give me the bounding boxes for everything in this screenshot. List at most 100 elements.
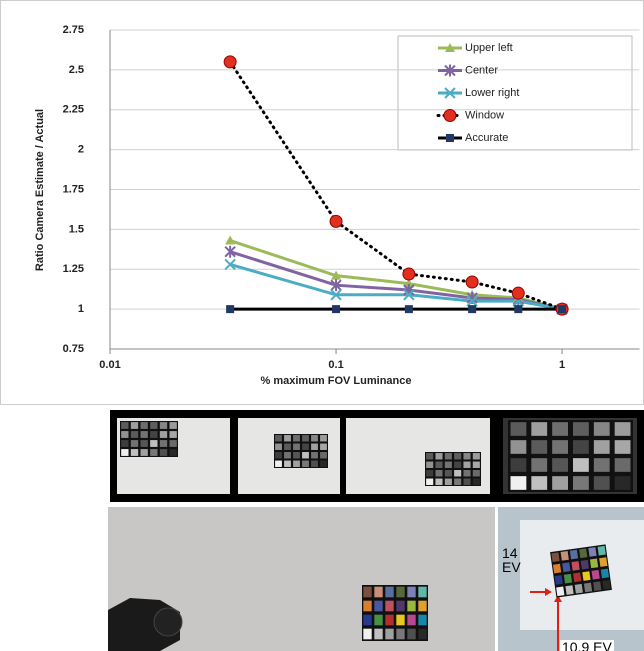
legend-label: Lower right bbox=[465, 87, 519, 99]
checker-patch bbox=[140, 449, 148, 456]
checker-patch bbox=[159, 422, 168, 429]
checker-patch bbox=[426, 453, 434, 460]
marker bbox=[403, 278, 414, 288]
checker-patch bbox=[426, 470, 434, 477]
checker-patch bbox=[435, 461, 443, 468]
checker-patch bbox=[531, 440, 548, 454]
checker-patch bbox=[302, 452, 309, 459]
checker-patch bbox=[302, 460, 309, 467]
checker-patch bbox=[426, 478, 434, 485]
checker-patch bbox=[571, 561, 580, 571]
checker-patch bbox=[159, 440, 168, 447]
checker-patch bbox=[159, 449, 168, 456]
checker-patch bbox=[121, 449, 129, 456]
checker-patch bbox=[565, 585, 574, 595]
checker-patch bbox=[396, 600, 405, 612]
checker-patch bbox=[374, 628, 383, 640]
checker-patch bbox=[150, 440, 158, 447]
checker-patch bbox=[551, 552, 560, 562]
y-tick-label: 2.75 bbox=[63, 24, 84, 36]
checker-patch bbox=[396, 614, 405, 626]
marker bbox=[402, 267, 416, 281]
legend-label: Center bbox=[465, 64, 498, 76]
checker-patch bbox=[444, 470, 452, 477]
y-tick-label: 1.75 bbox=[63, 183, 84, 195]
checker-patch bbox=[130, 449, 139, 456]
checker-patch bbox=[293, 460, 300, 467]
marker bbox=[331, 270, 342, 280]
checker-patch bbox=[599, 557, 608, 567]
marker bbox=[224, 245, 236, 258]
checker-frame bbox=[425, 452, 481, 486]
checker-patch bbox=[531, 422, 548, 436]
checker-patch bbox=[593, 440, 610, 454]
checker-patch bbox=[552, 422, 568, 436]
checker-patch bbox=[374, 600, 383, 612]
marker bbox=[446, 134, 454, 142]
checker-patch bbox=[426, 461, 434, 468]
checker-patch bbox=[150, 449, 158, 456]
checker-patch bbox=[510, 458, 527, 472]
checker-patch bbox=[472, 478, 480, 485]
checker-patch bbox=[121, 440, 129, 447]
x-axis-label: % maximum FOV Luminance bbox=[261, 375, 412, 387]
checker-patch bbox=[363, 614, 372, 626]
marker bbox=[225, 235, 236, 245]
checker-patch bbox=[385, 628, 394, 640]
y-axis-label: Ratio Camera Estimate / Actual bbox=[34, 109, 46, 271]
checker-patch bbox=[435, 453, 443, 460]
x-tick-label: 0.1 bbox=[328, 359, 343, 371]
checker-patch bbox=[385, 586, 394, 598]
checker-patch bbox=[293, 452, 300, 459]
marker bbox=[465, 275, 479, 289]
checker-patch bbox=[150, 422, 158, 429]
checker-frame bbox=[508, 420, 633, 492]
marker bbox=[226, 305, 235, 314]
checker-patch bbox=[614, 440, 631, 454]
checker-patch bbox=[159, 431, 168, 438]
marker bbox=[468, 305, 477, 314]
legend-label: Upper left bbox=[465, 42, 513, 54]
y-tick-label: 1.5 bbox=[69, 223, 84, 235]
checker-patch bbox=[614, 422, 631, 436]
checker-patch bbox=[593, 581, 602, 591]
checker-patch bbox=[444, 478, 452, 485]
checker-patch bbox=[552, 458, 568, 472]
checker-patch bbox=[472, 453, 480, 460]
marker bbox=[404, 305, 413, 314]
x-tick-label: 0.01 bbox=[99, 359, 120, 371]
checker-patch bbox=[573, 422, 589, 436]
checker-patch bbox=[130, 431, 139, 438]
checker-frame bbox=[120, 421, 178, 457]
marker bbox=[445, 43, 455, 52]
checker-patch bbox=[407, 586, 416, 598]
checker-patch bbox=[363, 586, 372, 598]
checker-frame bbox=[362, 585, 428, 641]
checker-patch bbox=[573, 458, 589, 472]
color-checker bbox=[425, 452, 481, 486]
marker bbox=[511, 286, 525, 300]
checker-patch bbox=[579, 548, 588, 559]
checker-patch bbox=[593, 476, 610, 490]
checker-patch bbox=[444, 461, 452, 468]
checker-patch bbox=[454, 470, 462, 477]
checker-patch bbox=[463, 453, 471, 460]
y-tick-label: 1 bbox=[78, 303, 84, 315]
marker bbox=[466, 295, 478, 307]
checker-patch bbox=[302, 435, 309, 442]
checker-patch bbox=[284, 435, 291, 442]
checker-patch bbox=[302, 443, 309, 450]
checker-patch bbox=[418, 600, 427, 612]
checker-patch bbox=[560, 551, 569, 561]
checker-patch bbox=[293, 443, 300, 450]
marker bbox=[224, 258, 236, 271]
y-tick-label: 2 bbox=[78, 144, 84, 156]
checker-patch bbox=[169, 422, 177, 429]
checker-patch bbox=[554, 575, 563, 585]
checker-patch bbox=[418, 628, 427, 640]
checker-patch bbox=[407, 614, 416, 626]
marker bbox=[443, 109, 457, 122]
checker-patch bbox=[140, 422, 148, 429]
